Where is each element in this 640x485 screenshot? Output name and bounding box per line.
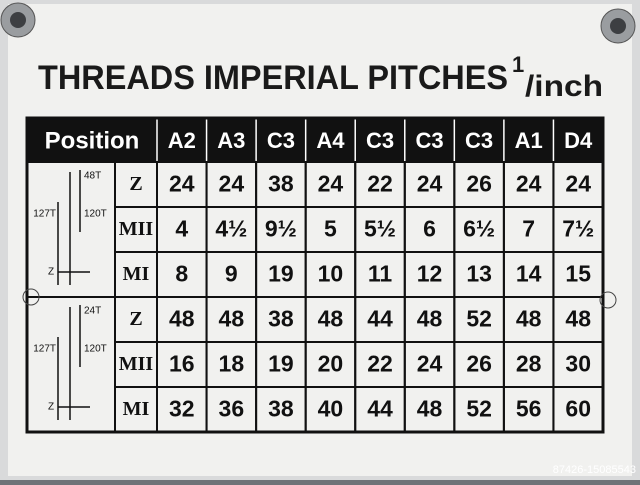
cell-value: 24 — [219, 171, 245, 197]
cell-value: 12 — [417, 261, 443, 287]
cell-value: 44 — [367, 306, 393, 332]
cell-value: 48 — [417, 396, 443, 422]
cell-value: 48 — [318, 306, 344, 332]
header-cell: C3 — [366, 128, 394, 153]
cell-value: 10 — [318, 261, 344, 287]
row-label: MI — [123, 263, 150, 285]
cell-value: 19 — [268, 261, 294, 287]
diagram-label: 24T — [84, 306, 101, 317]
cell-value: 40 — [318, 396, 344, 422]
title-unit: /inch — [525, 70, 603, 103]
cell-value: 5 — [324, 216, 337, 242]
plate-face — [8, 4, 632, 476]
row-label: Z — [129, 173, 142, 195]
title-main: THREADS IMPERIAL PITCHES — [38, 59, 508, 97]
row-label: MII — [119, 353, 154, 375]
cell-value: 8 — [175, 261, 188, 287]
cell-value: 9 — [225, 261, 238, 287]
header-row — [27, 118, 603, 162]
cell-value: 16 — [169, 351, 195, 377]
diagram-label: 127T — [33, 209, 56, 220]
row-label: Z — [129, 308, 142, 330]
diagram-label: 127T — [33, 344, 56, 355]
cell-value: 26 — [466, 171, 492, 197]
cell-value: 48 — [417, 306, 443, 332]
cell-value: 38 — [268, 306, 294, 332]
cell-value: 11 — [368, 261, 393, 287]
row-label: MII — [119, 218, 154, 240]
cell-value: 13 — [466, 261, 492, 287]
cell-value: 24 — [417, 351, 443, 377]
cell-value: 24 — [516, 171, 542, 197]
cell-value: 4 — [175, 216, 188, 242]
header-cell: A4 — [316, 128, 345, 153]
cell-value: 26 — [466, 351, 492, 377]
cell-value: 7 — [522, 216, 535, 242]
cell-value: 20 — [318, 351, 344, 377]
cell-value: 56 — [516, 396, 542, 422]
cell-value: 19 — [268, 351, 294, 377]
cell-value: 28 — [516, 351, 542, 377]
cell-value: 48 — [219, 306, 245, 332]
screw-head — [10, 12, 26, 28]
hole — [22, 288, 40, 306]
cell-value: 32 — [169, 396, 195, 422]
table-border — [25, 116, 605, 434]
diagram-label: Z — [48, 267, 54, 278]
title-numerator: 1 — [512, 52, 524, 77]
header-cell: C3 — [465, 128, 493, 153]
cell-value: 48 — [516, 306, 542, 332]
cell-value: 48 — [169, 306, 195, 332]
header-cell: D4 — [564, 128, 593, 153]
cell-value: 7½ — [562, 216, 594, 242]
diagram-label: 120T — [84, 344, 107, 355]
header-cell: A2 — [168, 128, 196, 153]
header-cell: C3 — [267, 128, 295, 153]
header-cell: A1 — [515, 128, 543, 153]
header-cell: A3 — [217, 128, 245, 153]
cell-value: 38 — [268, 396, 294, 422]
table: Position A2 A3 C3 A4 C3 C3 C3 A1 D4 48T 127T 120T Z Z 2… — [25, 116, 605, 434]
cell-value: 9½ — [265, 216, 297, 242]
diagram-label: 120T — [84, 209, 107, 220]
watermark: 87426-15085543 — [553, 464, 636, 476]
screw-head — [610, 18, 626, 34]
cell-value: 4½ — [215, 216, 247, 242]
cell-value: 60 — [565, 396, 591, 422]
cell-value: 30 — [565, 351, 591, 377]
title: THREADS IMPERIAL PITCHES 1 /inch — [38, 52, 603, 103]
cell-value: 24 — [318, 171, 344, 197]
header-cell: C3 — [415, 128, 443, 153]
header-cell: Position — [45, 127, 140, 154]
cell-value: 22 — [367, 351, 393, 377]
diagram-label: 48T — [84, 171, 101, 182]
cell-value: 38 — [268, 171, 294, 197]
cell-value: 5½ — [364, 216, 396, 242]
cell-value: 24 — [169, 171, 195, 197]
cell-value: 52 — [466, 396, 492, 422]
diagram-label: Z — [48, 402, 54, 413]
cell-value: 24 — [565, 171, 591, 197]
cell-value: 18 — [219, 351, 245, 377]
cell-value: 48 — [565, 306, 591, 332]
cell-value: 44 — [367, 396, 393, 422]
cell-value: 15 — [565, 261, 591, 287]
cell-value: 52 — [466, 306, 492, 332]
cell-value: 14 — [516, 261, 542, 287]
hole — [599, 291, 617, 309]
cell-value: 6½ — [463, 216, 495, 242]
cell-value: 22 — [367, 171, 393, 197]
cell-value: 24 — [417, 171, 443, 197]
cell-value: 36 — [219, 396, 245, 422]
cell-value: 6 — [423, 216, 436, 242]
row-label: MI — [123, 398, 150, 420]
